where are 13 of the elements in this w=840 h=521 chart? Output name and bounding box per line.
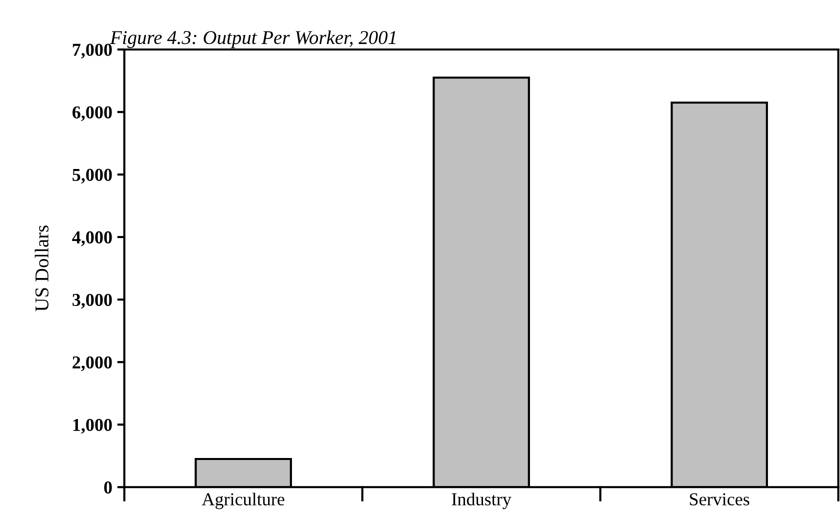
- y-tick-label: 4,000: [72, 231, 112, 246]
- x-tick-label: Agriculture: [202, 492, 284, 510]
- y-tick-label: 3,000: [72, 294, 112, 309]
- y-tick-label: 7,000: [72, 44, 112, 59]
- y-tick-label: 6,000: [72, 106, 112, 122]
- y-tick-label: 5,000: [72, 168, 112, 184]
- y-tick-label: 0: [104, 481, 112, 494]
- y-axis-title: US Dollars: [34, 226, 48, 312]
- x-tick-label: Industry: [452, 492, 512, 510]
- chart-title: Figure 4.3: Output Per Worker, 2001: [110, 30, 396, 48]
- x-tick-label: Services: [690, 493, 750, 506]
- y-tick-label: 1,000: [73, 418, 112, 434]
- y-tick-label: 2,000: [72, 356, 112, 372]
